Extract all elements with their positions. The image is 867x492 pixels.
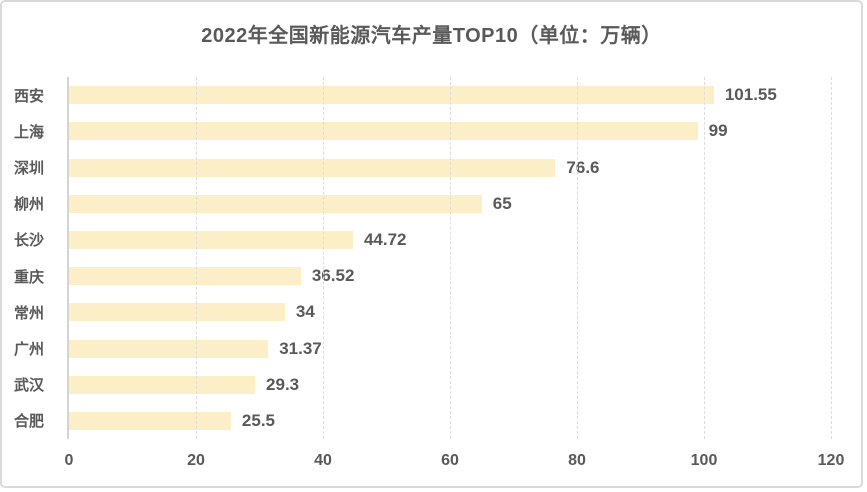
value-label: 101.55: [724, 85, 777, 105]
chart-title: 2022年全国新能源汽车产量TOP10（单位：万辆）: [201, 25, 662, 47]
category-label-重庆: 重庆: [14, 268, 45, 286]
bar-row: 31.37: [69, 330, 831, 366]
bar-row: 76.6: [69, 149, 831, 185]
bar-合肥: [69, 411, 231, 430]
gridline-60: [450, 77, 451, 439]
bar-row: 34: [69, 294, 831, 330]
value-label: 44.72: [363, 229, 407, 249]
category-label-常州: 常州: [14, 304, 45, 322]
y-axis-category-labels: 西安上海深圳柳州长沙重庆常州广州武汉合肥: [14, 77, 58, 439]
bar-row: 44.72: [69, 222, 831, 258]
category-label-武汉: 武汉: [14, 377, 45, 395]
plot-area: 101.55 99 76.6 65 44.72 36.52 34 31.37 29.3 25.5: [67, 77, 832, 439]
bar-广州: [69, 339, 269, 358]
gridline-40: [323, 77, 324, 439]
x-axis-tick-labels: 0 20 40 60 80 100 120: [65, 452, 845, 476]
value-label: 76.6: [566, 157, 600, 177]
x-tick-label-100: 100: [690, 452, 718, 469]
bar-row: 36.52: [69, 258, 831, 294]
value-label: 31.37: [279, 338, 322, 358]
x-tick-label-60: 60: [441, 452, 459, 469]
category-label-广州: 广州: [14, 341, 45, 359]
value-label: 29.3: [266, 374, 300, 394]
gridline-100: [704, 77, 705, 439]
x-tick-label-120: 120: [817, 452, 845, 469]
bar-常州: [69, 303, 285, 322]
value-label: 36.52: [311, 266, 355, 286]
x-tick-label-0: 0: [64, 452, 74, 469]
value-label: 34: [295, 302, 315, 322]
bar-上海: [69, 122, 698, 141]
value-label: 99: [708, 121, 728, 141]
y-axis-line: [67, 77, 69, 439]
category-label-长沙: 长沙: [14, 232, 45, 250]
gridline-120: [831, 77, 832, 439]
bar-武汉: [69, 375, 256, 394]
value-label: 25.5: [241, 410, 276, 430]
gridline-80: [577, 77, 578, 439]
category-label-合肥: 合肥: [14, 413, 45, 431]
bar-row: 101.55: [69, 77, 831, 113]
bar-重庆: [69, 267, 301, 286]
x-tick-label-80: 80: [568, 452, 586, 469]
value-label: 65: [492, 193, 512, 213]
x-tick-label-20: 20: [187, 452, 205, 469]
bar-row: 65: [69, 186, 831, 222]
bar-深圳: [69, 158, 556, 177]
bar-row: 25.5: [69, 403, 831, 439]
category-label-柳州: 柳州: [14, 196, 45, 214]
category-label-西安: 西安: [14, 87, 45, 105]
x-tick-label-40: 40: [314, 452, 332, 469]
category-label-深圳: 深圳: [14, 160, 45, 177]
bar-长沙: [69, 230, 353, 249]
bar-rows: 101.55 99 76.6 65 44.72 36.52 34 31.37 29.3 25.5: [69, 77, 831, 439]
category-label-上海: 上海: [14, 123, 45, 141]
gridline-20: [196, 77, 197, 439]
bar-row: 29.3: [69, 367, 831, 403]
bar-柳州: [69, 194, 482, 213]
bar-西安: [69, 86, 714, 105]
bar-row: 99: [69, 113, 831, 149]
